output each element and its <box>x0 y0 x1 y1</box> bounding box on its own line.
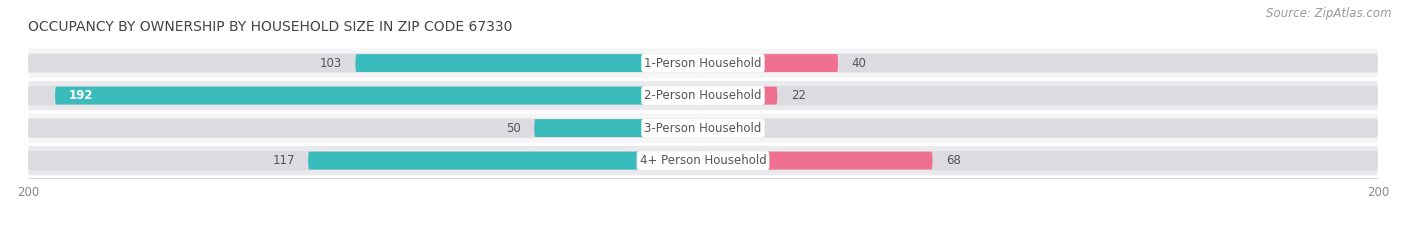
Text: 103: 103 <box>319 57 342 70</box>
FancyBboxPatch shape <box>703 152 932 170</box>
Text: 40: 40 <box>852 57 866 70</box>
FancyBboxPatch shape <box>534 119 703 137</box>
FancyBboxPatch shape <box>28 86 703 105</box>
FancyBboxPatch shape <box>703 87 778 105</box>
FancyBboxPatch shape <box>28 146 1378 175</box>
FancyBboxPatch shape <box>28 54 703 73</box>
FancyBboxPatch shape <box>28 48 1378 78</box>
Text: 117: 117 <box>273 154 295 167</box>
FancyBboxPatch shape <box>28 151 703 170</box>
Text: 1-Person Household: 1-Person Household <box>644 57 762 70</box>
Text: 2-Person Household: 2-Person Household <box>644 89 762 102</box>
Text: 8: 8 <box>744 122 751 135</box>
Text: 68: 68 <box>946 154 960 167</box>
FancyBboxPatch shape <box>703 119 1378 138</box>
FancyBboxPatch shape <box>28 113 1378 143</box>
Text: 50: 50 <box>506 122 520 135</box>
Text: 3-Person Household: 3-Person Household <box>644 122 762 135</box>
FancyBboxPatch shape <box>28 119 703 138</box>
FancyBboxPatch shape <box>703 119 730 137</box>
Text: 192: 192 <box>69 89 93 102</box>
Text: 22: 22 <box>790 89 806 102</box>
FancyBboxPatch shape <box>703 54 838 72</box>
FancyBboxPatch shape <box>703 86 1378 105</box>
Text: Source: ZipAtlas.com: Source: ZipAtlas.com <box>1267 7 1392 20</box>
FancyBboxPatch shape <box>703 54 1378 73</box>
FancyBboxPatch shape <box>308 152 703 170</box>
FancyBboxPatch shape <box>356 54 703 72</box>
FancyBboxPatch shape <box>703 151 1378 170</box>
FancyBboxPatch shape <box>28 81 1378 110</box>
FancyBboxPatch shape <box>55 87 703 105</box>
Text: 4+ Person Household: 4+ Person Household <box>640 154 766 167</box>
Text: OCCUPANCY BY OWNERSHIP BY HOUSEHOLD SIZE IN ZIP CODE 67330: OCCUPANCY BY OWNERSHIP BY HOUSEHOLD SIZE… <box>28 20 513 34</box>
